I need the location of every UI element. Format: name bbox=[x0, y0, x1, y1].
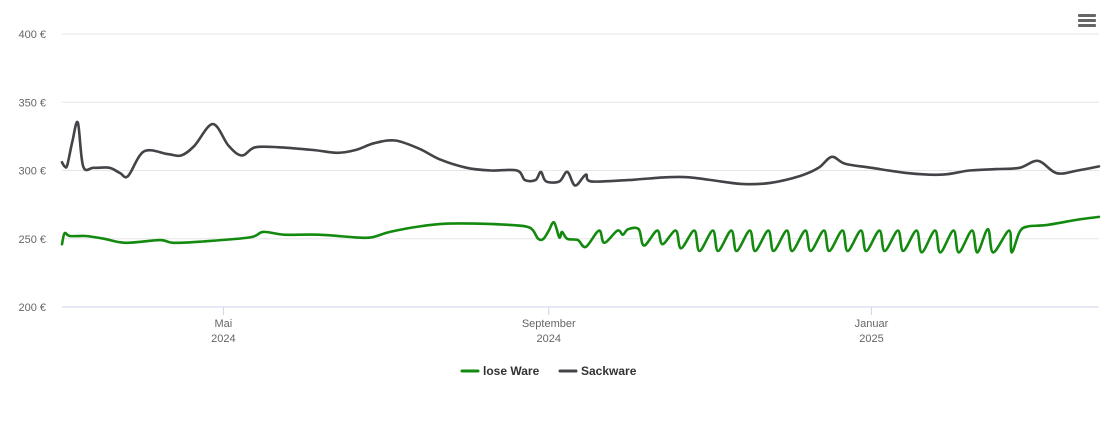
x-tick-month-label: Mai bbox=[215, 318, 233, 330]
y-tick-label: 400 € bbox=[18, 29, 46, 41]
legend-item-lose-ware[interactable]: lose Ware bbox=[460, 364, 540, 378]
legend-item-sackware[interactable]: Sackware bbox=[558, 364, 637, 378]
x-tick-year-label: 2025 bbox=[859, 333, 883, 345]
legend[interactable]: lose Ware Sackware bbox=[460, 364, 637, 378]
series-lines bbox=[60, 120, 1101, 254]
x-tick-month-label: Januar bbox=[855, 318, 889, 330]
y-tick-label: 250 € bbox=[18, 234, 46, 246]
x-axis: Mai 2024 September 2024 Januar 2025 bbox=[62, 306, 1099, 345]
grid-lines: 200 € 250 € 300 € 350 € 400 € bbox=[18, 29, 1099, 314]
x-tick-year-label: 2024 bbox=[211, 333, 235, 345]
y-tick-label: 350 € bbox=[18, 97, 46, 109]
hamburger-menu-icon[interactable] bbox=[1076, 12, 1098, 32]
legend-label: lose Ware bbox=[483, 364, 540, 378]
series-line-lose-ware[interactable] bbox=[60, 215, 1101, 254]
y-tick-label: 200 € bbox=[18, 302, 46, 314]
x-tick-month-label: September bbox=[522, 318, 576, 330]
x-tick-year-label: 2024 bbox=[537, 333, 561, 345]
y-tick-label: 300 € bbox=[18, 166, 46, 178]
legend-label: Sackware bbox=[581, 364, 637, 378]
series-line-sackware[interactable] bbox=[60, 120, 1101, 187]
